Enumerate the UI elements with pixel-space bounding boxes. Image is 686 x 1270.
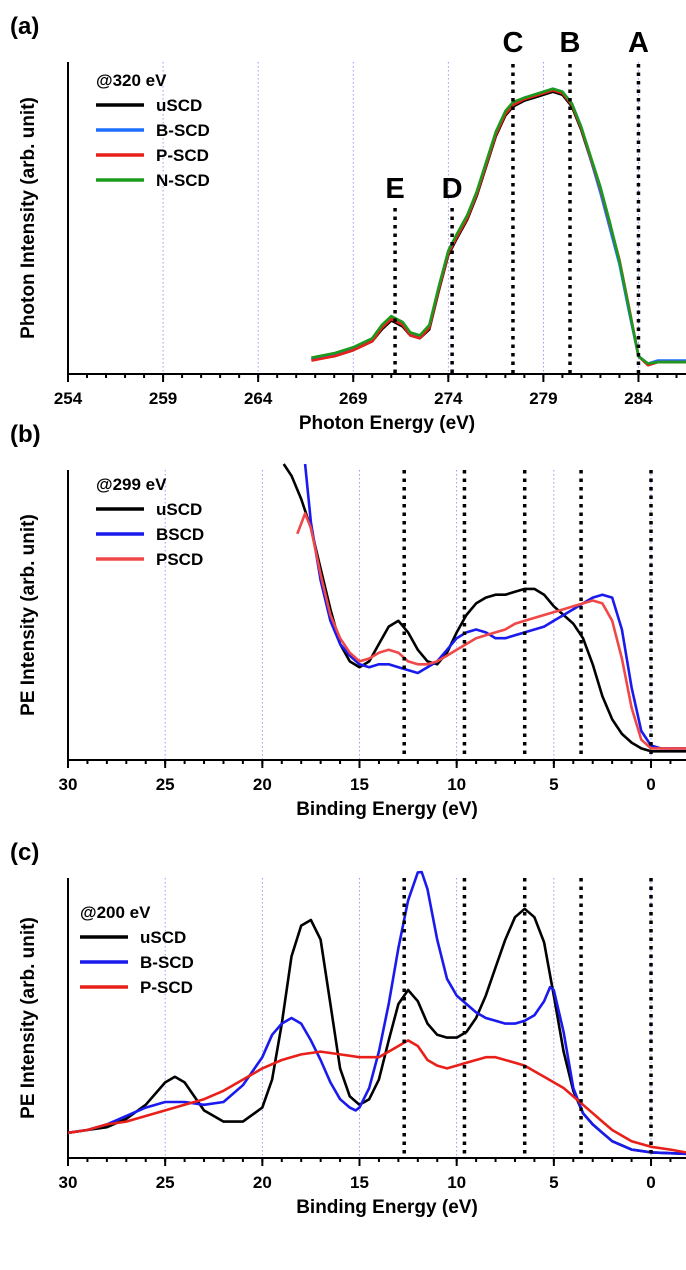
panel-c: 30 25 20 15 10 5 0 Binding Energy (eV) PE Intens… [10, 839, 686, 1218]
legend: @299 eV uSCD BSCD PSCD [96, 475, 204, 569]
x-tick-label: 254 [54, 389, 83, 408]
legend-entry: PSCD [156, 550, 203, 569]
reference-label: E [385, 173, 404, 205]
series-pscd [296, 512, 686, 750]
legend-entry: B-SCD [156, 121, 210, 140]
series-bscd [303, 463, 686, 750]
x-tick-label: 264 [244, 389, 273, 408]
x-tick-label: 5 [549, 775, 558, 794]
reference-label: D [442, 173, 463, 205]
y-axis-label: Photon Intensity (arb. unit) [18, 97, 39, 339]
x-tick-label: 10 [447, 775, 466, 794]
series-p-scd [67, 1039, 686, 1154]
legend-title: @200 eV [80, 903, 151, 922]
legend-entry: B-SCD [140, 953, 194, 972]
x-tick-label: 259 [149, 389, 177, 408]
legend-entry: N-SCD [156, 171, 210, 190]
series-b-scd [67, 870, 686, 1156]
x-tick-label: 279 [529, 389, 557, 408]
x-tick-label: 10 [447, 1173, 466, 1192]
series-uscd [311, 90, 686, 367]
legend-title: @320 eV [96, 71, 167, 90]
x-tick-label: 20 [253, 775, 272, 794]
legend-entry: P-SCD [140, 978, 193, 997]
x-axis-label: Photon Energy (eV) [299, 413, 475, 434]
x-tick-label: 15 [350, 775, 369, 794]
legend-entry: P-SCD [156, 146, 209, 165]
x-axis-label: Binding Energy (eV) [296, 799, 478, 820]
x-tick-label: 5 [549, 1173, 558, 1192]
legend-entry: uSCD [156, 96, 202, 115]
panel-a: 254 259 264 269 274 279 284 Photon Energy (eV) P… [10, 13, 686, 434]
x-tick-label: 274 [434, 389, 463, 408]
x-tick-label: 269 [339, 389, 367, 408]
x-tick-label: 20 [253, 1173, 272, 1192]
x-tick-label: 15 [350, 1173, 369, 1192]
legend-entry: BSCD [156, 525, 204, 544]
panel-label: (a) [10, 13, 39, 40]
series-p-scd [311, 88, 686, 367]
legend-entry: uSCD [140, 928, 186, 947]
x-axis-label: Binding Energy (eV) [296, 1197, 478, 1218]
x-tick-label: 0 [646, 1173, 655, 1192]
x-tick-label: 25 [156, 775, 175, 794]
series-n-scd [311, 87, 686, 365]
x-tick-label: 284 [624, 389, 653, 408]
legend-entry: uSCD [156, 500, 202, 519]
reference-label: C [502, 27, 523, 59]
panel-label: (b) [10, 421, 41, 448]
reference-label: B [560, 27, 581, 59]
legend: @200 eV uSCD B-SCD P-SCD [80, 903, 194, 997]
panel-label: (c) [10, 839, 39, 866]
reference-label: A [628, 27, 649, 59]
series-uscd [282, 463, 686, 753]
x-tick-label: 30 [59, 1173, 78, 1192]
panel-b: 30 25 20 15 10 5 0 Binding Energy (eV) PE Intens… [10, 421, 686, 820]
y-axis-label: PE Intensity (arb. unit) [18, 917, 39, 1119]
legend: @320 eV uSCD B-SCD P-SCD N-SCD [96, 71, 210, 190]
legend-title: @299 eV [96, 475, 167, 494]
x-tick-label: 25 [156, 1173, 175, 1192]
y-axis-label: PE Intensity (arb. unit) [18, 514, 39, 716]
x-tick-label: 30 [59, 775, 78, 794]
x-tick-label: 0 [646, 775, 655, 794]
